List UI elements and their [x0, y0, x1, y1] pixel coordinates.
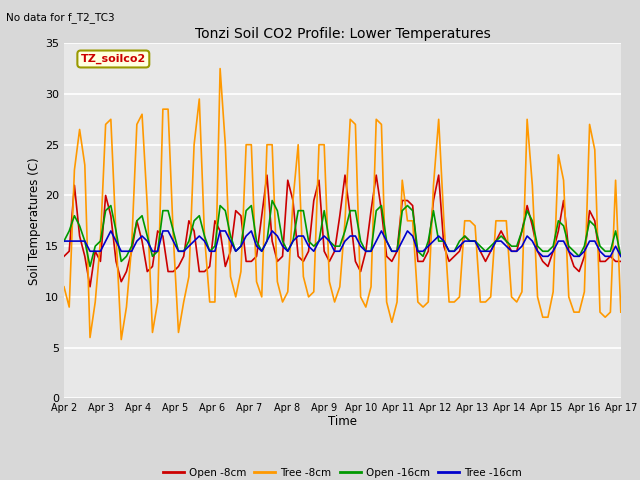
- Tree -8cm: [331, 299, 339, 305]
- Tree -8cm: [216, 66, 224, 72]
- Open -16cm: [331, 243, 339, 249]
- Open -8cm: [549, 248, 557, 254]
- Tree -8cm: [617, 309, 625, 315]
- Line: Tree -8cm: Tree -8cm: [64, 69, 621, 339]
- Open -8cm: [123, 269, 131, 275]
- Open -8cm: [60, 253, 68, 259]
- Open -16cm: [560, 223, 568, 229]
- Tree -16cm: [123, 248, 131, 254]
- Tree -8cm: [123, 304, 131, 310]
- Open -8cm: [86, 284, 94, 289]
- Open -8cm: [154, 228, 161, 234]
- Tree -16cm: [617, 253, 625, 259]
- Tree -16cm: [60, 238, 68, 244]
- Open -16cm: [60, 238, 68, 244]
- Open -16cm: [549, 243, 557, 249]
- Tree -8cm: [117, 336, 125, 342]
- Open -16cm: [86, 264, 94, 269]
- Text: No data for f_T2_TC3: No data for f_T2_TC3: [6, 12, 115, 23]
- Tree -8cm: [60, 284, 68, 289]
- Open -8cm: [331, 248, 339, 254]
- Tree -16cm: [549, 248, 557, 254]
- Legend: Open -8cm, Tree -8cm, Open -16cm, Tree -16cm: Open -8cm, Tree -8cm, Open -16cm, Tree -…: [159, 464, 526, 480]
- Open -16cm: [123, 253, 131, 259]
- Text: TZ_soilco2: TZ_soilco2: [81, 54, 146, 64]
- Tree -8cm: [154, 299, 161, 305]
- Tree -16cm: [154, 248, 161, 254]
- Tree -16cm: [539, 253, 547, 259]
- Open -16cm: [617, 253, 625, 259]
- Tree -8cm: [513, 299, 520, 305]
- Open -8cm: [560, 198, 568, 204]
- Open -16cm: [268, 198, 276, 204]
- Tree -16cm: [560, 238, 568, 244]
- Open -8cm: [263, 172, 271, 178]
- Tree -8cm: [560, 177, 568, 183]
- X-axis label: Time: Time: [328, 415, 357, 428]
- Open -8cm: [513, 248, 520, 254]
- Tree -16cm: [326, 238, 333, 244]
- Line: Open -8cm: Open -8cm: [64, 175, 621, 287]
- Line: Open -16cm: Open -16cm: [64, 201, 621, 266]
- Tree -16cm: [508, 248, 515, 254]
- Open -16cm: [513, 243, 520, 249]
- Open -16cm: [154, 248, 161, 254]
- Line: Tree -16cm: Tree -16cm: [64, 231, 621, 256]
- Tree -8cm: [549, 289, 557, 295]
- Open -8cm: [617, 259, 625, 264]
- Y-axis label: Soil Temperatures (C): Soil Temperatures (C): [28, 157, 41, 285]
- Tree -16cm: [107, 228, 115, 234]
- Title: Tonzi Soil CO2 Profile: Lower Temperatures: Tonzi Soil CO2 Profile: Lower Temperatur…: [195, 27, 490, 41]
